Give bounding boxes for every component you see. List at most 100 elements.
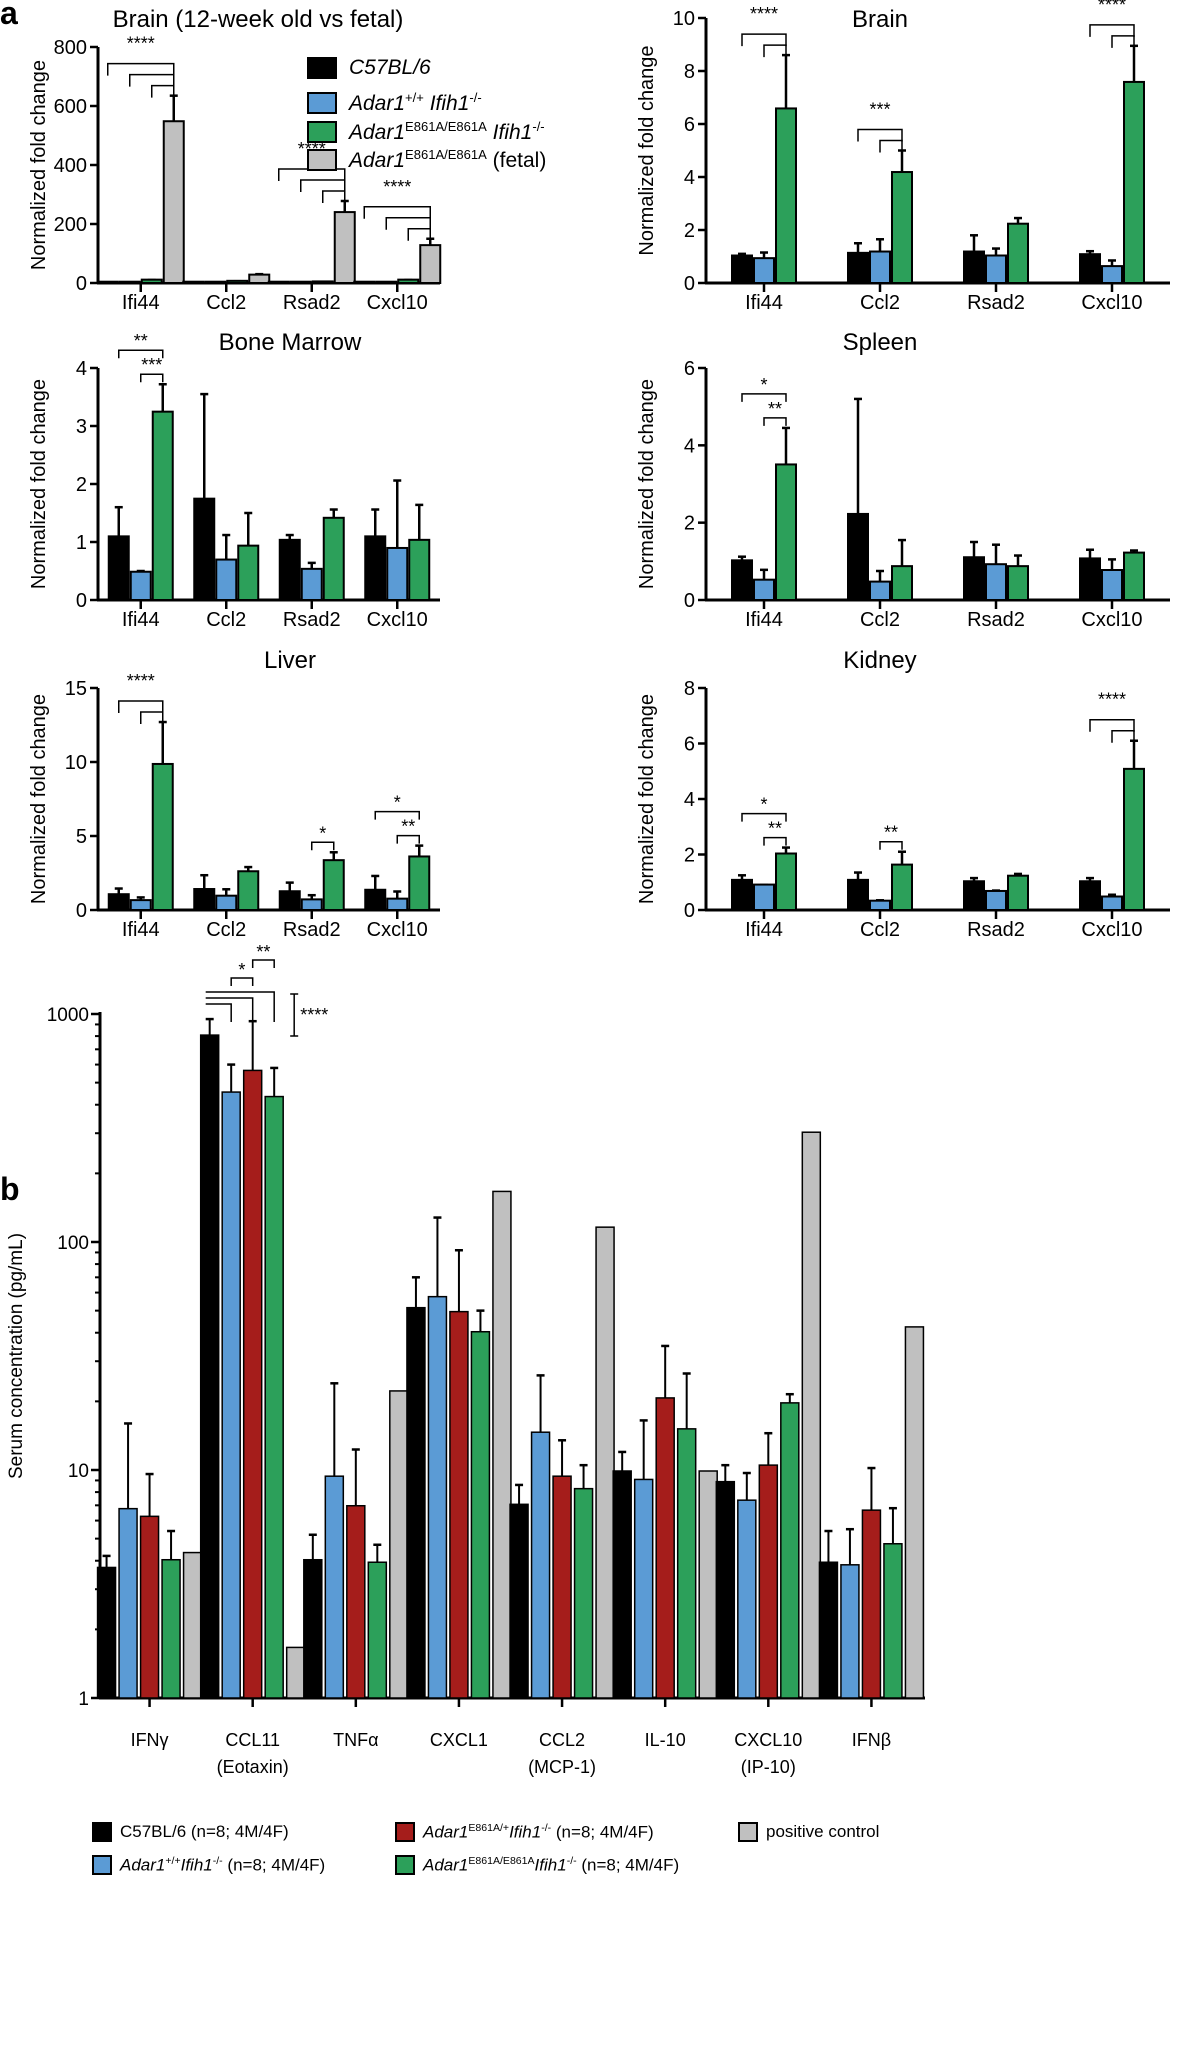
- x-tick-label: Rsad2: [283, 292, 341, 314]
- y-tick-label: 4: [684, 789, 695, 811]
- bar-green: [470, 1330, 491, 1699]
- significance-label: *: [394, 793, 401, 813]
- x-tick-label: Ccl2: [860, 919, 900, 941]
- y-tick-label: 6: [684, 358, 695, 380]
- significance-bracket: [763, 44, 787, 58]
- y-tick-label: 1: [76, 532, 87, 554]
- bar-black: [364, 888, 387, 912]
- y-axis-label: Normalized fold change: [636, 45, 658, 255]
- legend-item: Adar1+/+Ifih1-/- (n=8; 4M/4F): [92, 1855, 325, 1876]
- bar-green: [1007, 565, 1029, 602]
- bar-blue: [530, 1431, 551, 1699]
- bar-gray: [333, 211, 356, 285]
- bar-black: [182, 280, 205, 284]
- legend-swatch-green: [395, 1855, 415, 1876]
- significance-label: *: [760, 375, 767, 395]
- y-tick-label: 10: [65, 752, 87, 774]
- y-tick-label: 6: [684, 114, 695, 136]
- significance-bracket: [140, 373, 164, 383]
- significance-bracket: [251, 959, 275, 968]
- bar-blue: [633, 1478, 654, 1699]
- y-tick-label: 2: [684, 845, 695, 867]
- significance-bracket: [763, 417, 787, 426]
- x-tick-label: Cxcl10: [367, 609, 428, 631]
- y-tick-label: 400: [54, 155, 87, 177]
- chart-title: Brain (12-week old vs fetal): [113, 6, 404, 33]
- significance-bracket: [118, 349, 164, 359]
- bar-gray: [389, 1390, 409, 1699]
- significance-bracket: [763, 836, 787, 846]
- y-axis-label: Normalized fold change: [636, 694, 658, 904]
- y-tick-label: 8: [684, 61, 695, 83]
- bar-black: [731, 254, 753, 284]
- bar-green: [1007, 874, 1029, 912]
- bar-black: [107, 893, 130, 912]
- legend-text-sup2: -/-: [212, 1855, 223, 1867]
- bar-green: [322, 859, 345, 911]
- bar-blue: [869, 250, 891, 284]
- significance-label: ****: [300, 1005, 328, 1025]
- significance-label: **: [134, 331, 148, 351]
- significance-bracket: [396, 834, 420, 844]
- bar-green: [237, 544, 260, 602]
- bar-green: [322, 516, 345, 601]
- legend-label: Adar1+/+Ifih1-/- (n=8; 4M/4F): [120, 1855, 325, 1876]
- bar-blue: [129, 899, 152, 911]
- bar-green: [1123, 767, 1145, 911]
- x-tick-label: Cxcl10: [1081, 292, 1142, 314]
- y-tick-label: 4: [684, 435, 695, 457]
- legend-text-gene: Adar1: [120, 1855, 166, 1875]
- significance-bracket: [385, 217, 431, 230]
- bar-red: [242, 1069, 263, 1699]
- bar-black: [612, 1470, 632, 1699]
- x-tick-label: Rsad2: [283, 609, 341, 631]
- bar-black: [278, 538, 301, 602]
- x-tick-label: CXCL10: [734, 1730, 802, 1750]
- legend-text-gene: Adar1: [349, 149, 406, 172]
- bar-blue: [985, 889, 1007, 912]
- bar-green: [151, 410, 174, 601]
- bar-red: [346, 1504, 366, 1699]
- bar-blue: [753, 257, 775, 284]
- x-tick-label: Ifi44: [745, 919, 783, 941]
- bar-green: [408, 855, 431, 912]
- legend-label: Adar1E861A/E861AIfih1-/- (n=8; 4M/4F): [423, 1855, 679, 1876]
- bar-green: [311, 280, 334, 285]
- significance-bracket: [300, 179, 346, 192]
- chart-title: Bone Marrow: [219, 329, 362, 356]
- bar-blue: [300, 567, 323, 602]
- bar-blue: [386, 897, 409, 912]
- y-axis-label: Normalized fold change: [28, 60, 50, 270]
- x-tick-label: IFNγ: [131, 1730, 169, 1750]
- bar-black: [715, 1480, 736, 1699]
- y-axis-label: Normalized fold change: [28, 694, 50, 904]
- y-tick-label: 4: [76, 358, 87, 380]
- significance-bracket: [879, 840, 903, 850]
- y-tick-label: 3: [76, 416, 87, 438]
- y-tick-label: 0: [684, 900, 695, 922]
- bar-blue: [324, 1475, 345, 1699]
- bar-blue: [129, 570, 152, 601]
- bar-red: [139, 1515, 160, 1699]
- legend-swatch-red: [395, 1822, 415, 1843]
- bar-gray: [419, 244, 442, 284]
- bar-gray: [698, 1470, 718, 1699]
- bar-green: [891, 171, 913, 284]
- y-tick-label: 4: [684, 167, 695, 189]
- bar-blue: [118, 280, 141, 284]
- bar-green: [891, 863, 913, 911]
- x-tick-label: Ifi44: [122, 292, 160, 314]
- x-tick-label: Ccl2: [860, 292, 900, 314]
- bar-blue: [375, 280, 398, 284]
- y-tick-label: 10: [68, 1461, 89, 1482]
- bar-blue: [386, 546, 409, 602]
- bar-black: [847, 512, 869, 602]
- bar-gray: [492, 1190, 512, 1699]
- legend-text-sup1: E861A/+: [468, 1822, 510, 1834]
- bar-gray: [248, 273, 271, 284]
- legend-swatch-black: [92, 1822, 112, 1842]
- significance-bracket: [129, 73, 175, 87]
- x-tick-label: Ifi44: [122, 609, 160, 631]
- legend-item: Adar1E861A/+Ifih1-/- (n=8; 4M/4F): [395, 1822, 654, 1843]
